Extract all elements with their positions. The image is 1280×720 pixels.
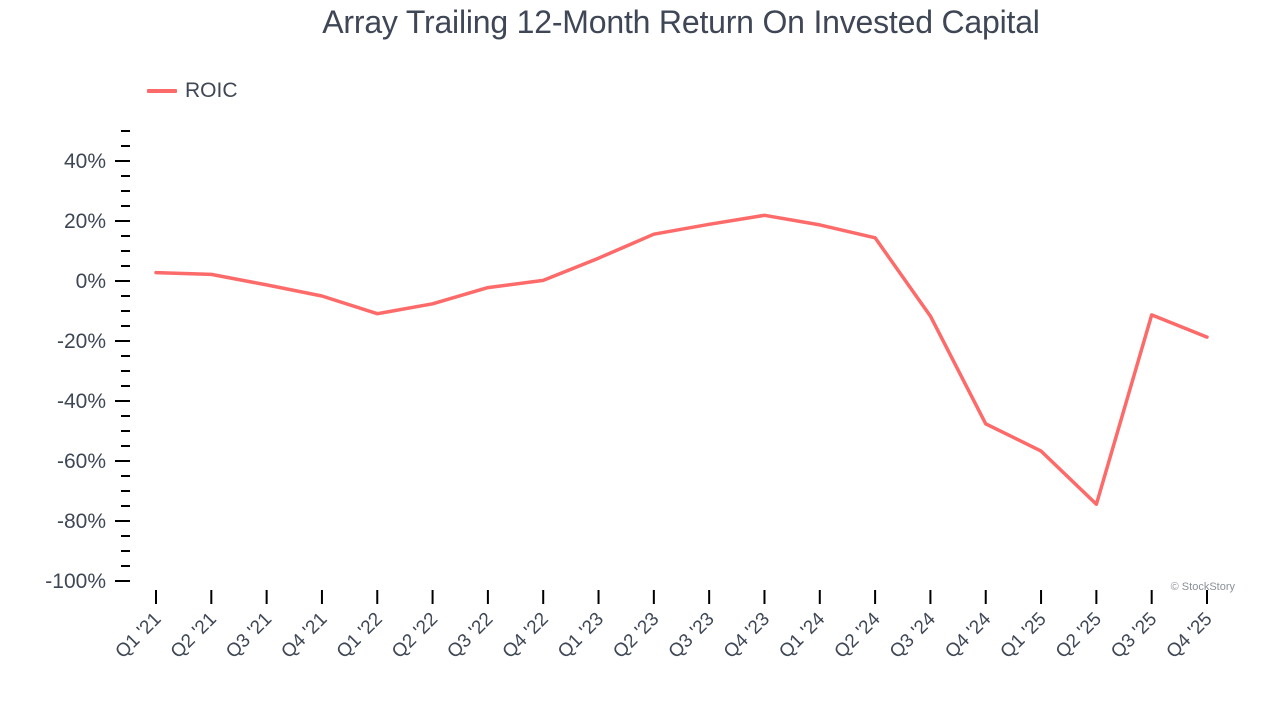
y-tick-label: -40% <box>57 390 106 413</box>
x-tick-label: Q4 '24 <box>941 608 995 662</box>
y-tick-label: -20% <box>57 330 106 353</box>
x-tick-label: Q3 '24 <box>886 608 940 662</box>
y-tick-label: -60% <box>57 450 106 473</box>
x-tick-label: Q1 '24 <box>775 608 829 662</box>
chart-title: Array Trailing 12-Month Return On Invest… <box>322 4 1040 40</box>
x-tick-label: Q4 '23 <box>720 609 774 663</box>
y-axis: 40% 20% 0% -20% -40% -60% -80% -100% <box>45 130 130 593</box>
y-tick-label: -80% <box>57 510 106 533</box>
x-tick-label: Q1 '25 <box>997 609 1051 663</box>
x-tick-label: Q2 '22 <box>388 609 442 663</box>
legend-line-swatch-icon <box>147 89 177 93</box>
x-tick-label: Q3 '22 <box>443 609 497 663</box>
x-tick-label: Q4 '21 <box>277 609 331 663</box>
x-tick-label: Q1 '23 <box>554 609 608 663</box>
x-tick-label: Q3 '21 <box>222 609 276 663</box>
legend: ROIC <box>147 79 238 103</box>
x-tick-label: Q2 '21 <box>167 609 221 663</box>
y-tick-label: 0% <box>76 270 106 293</box>
watermark: © StockStory <box>1171 581 1236 593</box>
y-tick-label: -100% <box>45 570 106 593</box>
x-tick-label: Q3 '25 <box>1107 609 1161 663</box>
x-tick-label: Q4 '22 <box>499 609 553 663</box>
series-roic <box>154 213 1209 506</box>
x-tick-label: Q1 '21 <box>112 609 166 663</box>
x-tick-label: Q1 '22 <box>333 609 387 663</box>
x-tick-label: Q3 '23 <box>665 609 719 663</box>
legend-label: ROIC <box>185 79 238 102</box>
roic-line <box>154 213 1209 506</box>
y-tick-label: 40% <box>64 150 106 173</box>
x-tick-label: Q2 '23 <box>609 609 663 663</box>
x-tick-label: Q2 '25 <box>1052 609 1106 663</box>
y-tick-label: 20% <box>64 210 106 233</box>
x-axis: Q1 '21 Q2 '21 Q3 '21 Q4 '21 Q1 '22 Q2 '22 Q3 '… <box>112 590 1217 663</box>
x-tick-label: Q2 '24 <box>831 608 885 662</box>
x-tick-label: Q4 '25 <box>1163 609 1217 663</box>
